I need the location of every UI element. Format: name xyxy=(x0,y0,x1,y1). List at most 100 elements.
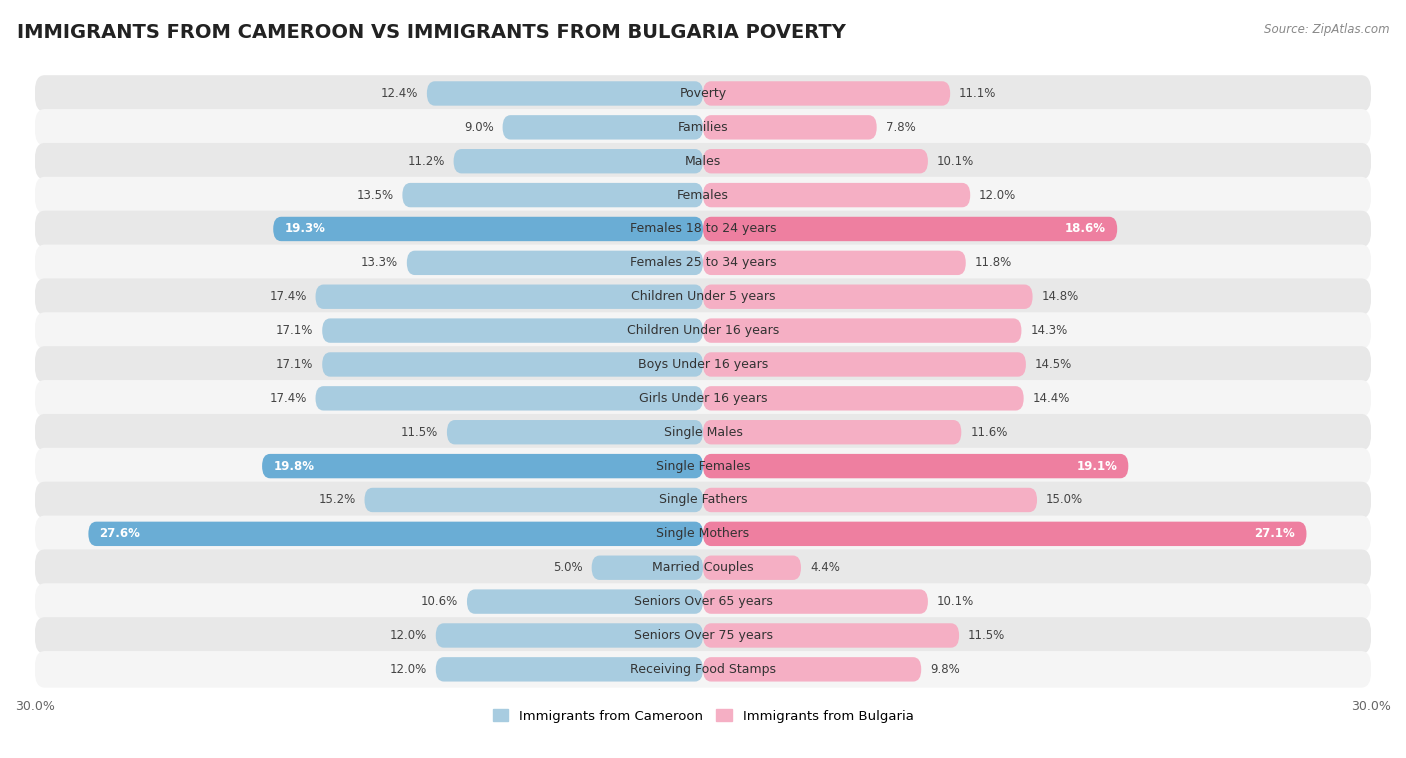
Text: 10.6%: 10.6% xyxy=(420,595,458,608)
FancyBboxPatch shape xyxy=(322,318,703,343)
Text: 13.3%: 13.3% xyxy=(361,256,398,269)
Text: Girls Under 16 years: Girls Under 16 years xyxy=(638,392,768,405)
Text: Females 25 to 34 years: Females 25 to 34 years xyxy=(630,256,776,269)
Text: 15.2%: 15.2% xyxy=(318,493,356,506)
FancyBboxPatch shape xyxy=(364,488,703,512)
FancyBboxPatch shape xyxy=(35,414,1371,450)
FancyBboxPatch shape xyxy=(35,278,1371,315)
FancyBboxPatch shape xyxy=(35,584,1371,620)
Legend: Immigrants from Cameroon, Immigrants from Bulgaria: Immigrants from Cameroon, Immigrants fro… xyxy=(492,709,914,722)
Text: 15.0%: 15.0% xyxy=(1046,493,1083,506)
Text: 13.5%: 13.5% xyxy=(356,189,394,202)
FancyBboxPatch shape xyxy=(427,81,703,105)
Text: 11.5%: 11.5% xyxy=(401,426,439,439)
FancyBboxPatch shape xyxy=(703,556,801,580)
FancyBboxPatch shape xyxy=(467,590,703,614)
FancyBboxPatch shape xyxy=(703,590,928,614)
Text: 9.0%: 9.0% xyxy=(464,121,494,134)
FancyBboxPatch shape xyxy=(703,386,1024,411)
Text: 19.3%: 19.3% xyxy=(284,222,325,236)
Text: Males: Males xyxy=(685,155,721,168)
FancyBboxPatch shape xyxy=(35,312,1371,349)
Text: 4.4%: 4.4% xyxy=(810,561,839,575)
FancyBboxPatch shape xyxy=(35,211,1371,247)
FancyBboxPatch shape xyxy=(35,177,1371,214)
Text: Single Females: Single Females xyxy=(655,459,751,472)
Text: 14.5%: 14.5% xyxy=(1035,358,1071,371)
FancyBboxPatch shape xyxy=(35,380,1371,417)
FancyBboxPatch shape xyxy=(273,217,703,241)
FancyBboxPatch shape xyxy=(35,346,1371,383)
Text: 12.0%: 12.0% xyxy=(389,662,427,676)
Text: 5.0%: 5.0% xyxy=(553,561,582,575)
FancyBboxPatch shape xyxy=(447,420,703,444)
Text: 17.1%: 17.1% xyxy=(276,324,314,337)
Text: Single Mothers: Single Mothers xyxy=(657,528,749,540)
Text: 11.1%: 11.1% xyxy=(959,87,997,100)
FancyBboxPatch shape xyxy=(703,217,1118,241)
FancyBboxPatch shape xyxy=(703,149,928,174)
FancyBboxPatch shape xyxy=(703,115,877,139)
FancyBboxPatch shape xyxy=(35,75,1371,111)
FancyBboxPatch shape xyxy=(35,109,1371,146)
Text: 14.8%: 14.8% xyxy=(1042,290,1078,303)
Text: 12.0%: 12.0% xyxy=(979,189,1017,202)
Text: Married Couples: Married Couples xyxy=(652,561,754,575)
Text: Seniors Over 75 years: Seniors Over 75 years xyxy=(634,629,772,642)
FancyBboxPatch shape xyxy=(454,149,703,174)
Text: 11.5%: 11.5% xyxy=(967,629,1005,642)
Text: Single Fathers: Single Fathers xyxy=(659,493,747,506)
FancyBboxPatch shape xyxy=(322,352,703,377)
Text: Poverty: Poverty xyxy=(679,87,727,100)
Text: 14.3%: 14.3% xyxy=(1031,324,1067,337)
FancyBboxPatch shape xyxy=(35,143,1371,180)
FancyBboxPatch shape xyxy=(35,550,1371,586)
FancyBboxPatch shape xyxy=(35,515,1371,552)
FancyBboxPatch shape xyxy=(35,245,1371,281)
FancyBboxPatch shape xyxy=(35,617,1371,653)
FancyBboxPatch shape xyxy=(703,183,970,207)
Text: 17.1%: 17.1% xyxy=(276,358,314,371)
Text: 12.0%: 12.0% xyxy=(389,629,427,642)
FancyBboxPatch shape xyxy=(703,488,1038,512)
FancyBboxPatch shape xyxy=(703,284,1032,309)
Text: 10.1%: 10.1% xyxy=(936,155,974,168)
FancyBboxPatch shape xyxy=(436,623,703,647)
FancyBboxPatch shape xyxy=(703,352,1026,377)
Text: 18.6%: 18.6% xyxy=(1066,222,1107,236)
Text: 19.8%: 19.8% xyxy=(273,459,314,472)
Text: 7.8%: 7.8% xyxy=(886,121,915,134)
Text: Receiving Food Stamps: Receiving Food Stamps xyxy=(630,662,776,676)
Text: 10.1%: 10.1% xyxy=(936,595,974,608)
FancyBboxPatch shape xyxy=(35,448,1371,484)
FancyBboxPatch shape xyxy=(703,251,966,275)
Text: 19.1%: 19.1% xyxy=(1077,459,1118,472)
Text: 17.4%: 17.4% xyxy=(269,290,307,303)
Text: Females: Females xyxy=(678,189,728,202)
Text: Females 18 to 24 years: Females 18 to 24 years xyxy=(630,222,776,236)
FancyBboxPatch shape xyxy=(436,657,703,681)
Text: 9.8%: 9.8% xyxy=(931,662,960,676)
Text: Source: ZipAtlas.com: Source: ZipAtlas.com xyxy=(1264,23,1389,36)
FancyBboxPatch shape xyxy=(406,251,703,275)
FancyBboxPatch shape xyxy=(35,651,1371,688)
FancyBboxPatch shape xyxy=(262,454,703,478)
FancyBboxPatch shape xyxy=(703,657,921,681)
FancyBboxPatch shape xyxy=(703,81,950,105)
FancyBboxPatch shape xyxy=(315,386,703,411)
Text: 17.4%: 17.4% xyxy=(269,392,307,405)
Text: Single Males: Single Males xyxy=(664,426,742,439)
Text: 27.6%: 27.6% xyxy=(100,528,141,540)
FancyBboxPatch shape xyxy=(703,623,959,647)
FancyBboxPatch shape xyxy=(89,522,703,546)
FancyBboxPatch shape xyxy=(703,420,962,444)
FancyBboxPatch shape xyxy=(402,183,703,207)
FancyBboxPatch shape xyxy=(502,115,703,139)
Text: Children Under 16 years: Children Under 16 years xyxy=(627,324,779,337)
Text: 11.8%: 11.8% xyxy=(974,256,1012,269)
Text: IMMIGRANTS FROM CAMEROON VS IMMIGRANTS FROM BULGARIA POVERTY: IMMIGRANTS FROM CAMEROON VS IMMIGRANTS F… xyxy=(17,23,846,42)
Text: Boys Under 16 years: Boys Under 16 years xyxy=(638,358,768,371)
Text: 11.2%: 11.2% xyxy=(408,155,444,168)
FancyBboxPatch shape xyxy=(315,284,703,309)
Text: Families: Families xyxy=(678,121,728,134)
